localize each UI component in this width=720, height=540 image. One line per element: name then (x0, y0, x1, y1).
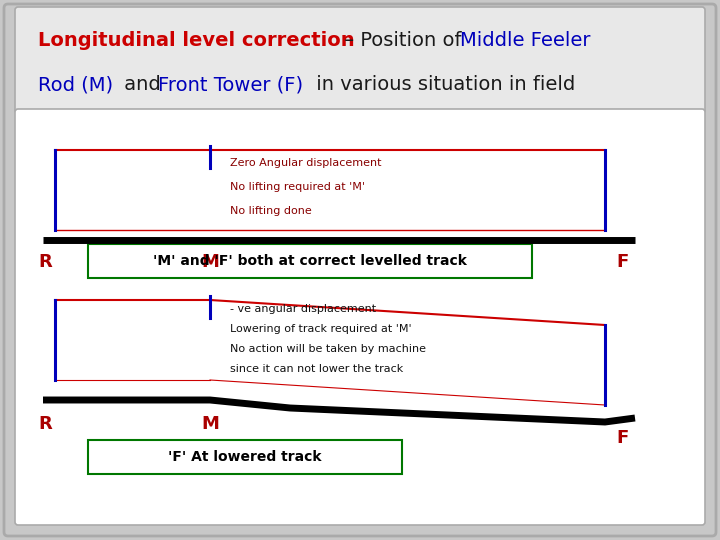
Text: and: and (118, 76, 167, 94)
Text: since it can not lower the track: since it can not lower the track (230, 364, 403, 374)
Text: - ve angular displacement: - ve angular displacement (230, 304, 376, 314)
Text: F: F (617, 253, 629, 271)
Text: 'F' At lowered track: 'F' At lowered track (168, 450, 322, 464)
Text: in various situation in field: in various situation in field (310, 76, 575, 94)
Text: Zero Angular displacement: Zero Angular displacement (230, 158, 382, 168)
FancyBboxPatch shape (88, 440, 402, 474)
Text: 'M' and 'F' both at correct levelled track: 'M' and 'F' both at correct levelled tra… (153, 254, 467, 268)
Text: Lowering of track required at 'M': Lowering of track required at 'M' (230, 324, 412, 334)
Text: M: M (201, 415, 219, 433)
Text: Middle Feeler: Middle Feeler (460, 30, 590, 50)
FancyBboxPatch shape (88, 244, 532, 278)
Text: No lifting done: No lifting done (230, 206, 312, 216)
Text: – Position of: – Position of (338, 30, 468, 50)
FancyBboxPatch shape (4, 4, 716, 536)
Text: Front Tower (F): Front Tower (F) (158, 76, 303, 94)
Text: Longitudinal level correction: Longitudinal level correction (38, 30, 355, 50)
Text: M: M (201, 253, 219, 271)
Text: No lifting required at 'M': No lifting required at 'M' (230, 182, 365, 192)
Text: No action will be taken by machine: No action will be taken by machine (230, 344, 426, 354)
Text: R: R (38, 415, 52, 433)
Text: R: R (38, 253, 52, 271)
Text: F: F (617, 429, 629, 447)
FancyBboxPatch shape (15, 7, 705, 113)
FancyBboxPatch shape (15, 109, 705, 525)
Text: Rod (M): Rod (M) (38, 76, 113, 94)
